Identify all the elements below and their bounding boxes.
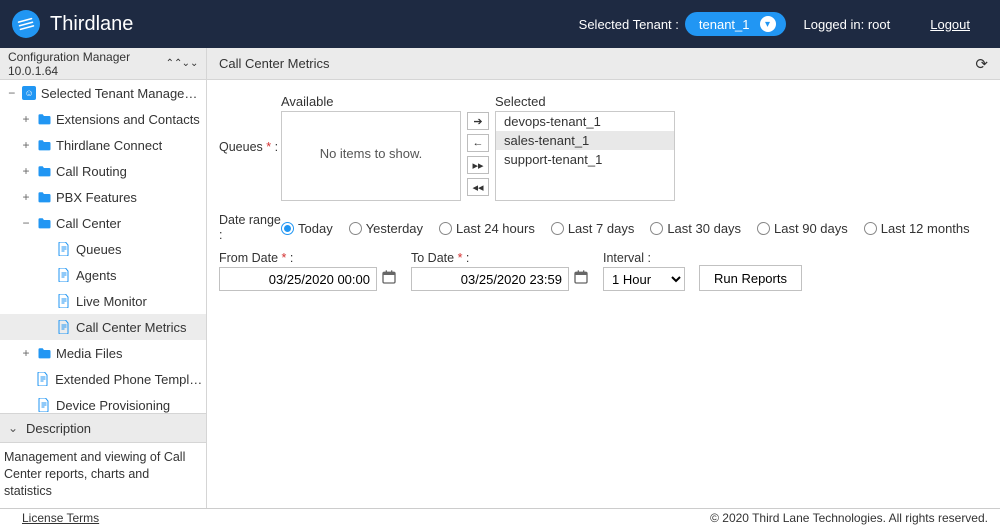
radio-icon bbox=[551, 222, 564, 235]
config-header: Configuration Manager 10.0.1.64 ⌃⌃ ⌄⌄ bbox=[0, 48, 206, 80]
sidebar-item[interactable]: +Extensions and Contacts bbox=[0, 106, 206, 132]
radio-icon bbox=[281, 222, 294, 235]
from-date-label: From Date * : bbox=[219, 251, 397, 265]
file-icon bbox=[56, 267, 72, 283]
run-reports-button[interactable]: Run Reports bbox=[699, 265, 802, 291]
sidebar-item[interactable]: Live Monitor bbox=[0, 288, 206, 314]
folder-icon bbox=[36, 345, 52, 361]
sidebar: Configuration Manager 10.0.1.64 ⌃⌃ ⌄⌄ − … bbox=[0, 48, 207, 508]
available-empty-text: No items to show. bbox=[282, 112, 460, 161]
to-date-label: To Date * : bbox=[411, 251, 589, 265]
sidebar-item[interactable]: +Thirdlane Connect bbox=[0, 132, 206, 158]
date-range-radio-group: Today Yesterday Last 24 hours Last 7 days La… bbox=[281, 221, 970, 236]
sidebar-item[interactable]: +PBX Features bbox=[0, 184, 206, 210]
date-range-label: Date range : bbox=[219, 213, 281, 243]
sidebar-item[interactable]: +Call Routing bbox=[0, 158, 206, 184]
radio-icon bbox=[864, 222, 877, 235]
top-header: Thirdlane Selected Tenant : tenant_1 ▾ L… bbox=[0, 0, 1000, 48]
selected-listbox[interactable]: devops-tenant_1sales-tenant_1support-ten… bbox=[495, 111, 675, 201]
date-range-radio[interactable]: Last 90 days bbox=[757, 221, 848, 236]
to-date-input[interactable] bbox=[411, 267, 569, 291]
radio-icon bbox=[650, 222, 663, 235]
content-area: Call Center Metrics ⟳ Queues * : Availab… bbox=[207, 48, 1000, 508]
sidebar-item[interactable]: Extended Phone Templat... bbox=[0, 366, 206, 392]
logo-icon bbox=[12, 10, 40, 38]
file-icon bbox=[56, 293, 72, 309]
folder-icon bbox=[36, 215, 52, 231]
file-icon bbox=[56, 319, 72, 335]
calendar-icon[interactable] bbox=[573, 269, 589, 289]
file-icon bbox=[56, 241, 72, 257]
radio-icon bbox=[439, 222, 452, 235]
sidebar-item[interactable]: Device Provisioning bbox=[0, 392, 206, 413]
description-title: Description bbox=[26, 421, 91, 436]
tenant-selector[interactable]: tenant_1 ▾ bbox=[685, 12, 786, 36]
sidebar-item[interactable]: Queues bbox=[0, 236, 206, 262]
radio-icon bbox=[757, 222, 770, 235]
move-all-right-button[interactable]: ▸▸ bbox=[467, 156, 489, 174]
sidebar-item[interactable]: Call Center Metrics bbox=[0, 314, 206, 340]
license-terms-link[interactable]: License Terms bbox=[22, 511, 99, 525]
nav-tree: − ☺ Selected Tenant Management +Extensio… bbox=[0, 80, 206, 413]
description-body: Management and viewing of Call Center re… bbox=[0, 443, 206, 508]
config-title: Configuration Manager 10.0.1.64 bbox=[8, 50, 166, 78]
person-icon: ☺ bbox=[22, 86, 36, 100]
date-range-radio[interactable]: Yesterday bbox=[349, 221, 423, 236]
sidebar-item[interactable]: +Media Files bbox=[0, 340, 206, 366]
from-date-input[interactable] bbox=[219, 267, 377, 291]
sidebar-item[interactable]: −Call Center bbox=[0, 210, 206, 236]
file-icon bbox=[36, 397, 52, 413]
calendar-icon[interactable] bbox=[381, 269, 397, 289]
folder-icon bbox=[36, 137, 52, 153]
list-item[interactable]: support-tenant_1 bbox=[496, 150, 674, 169]
queues-label: Queues * : bbox=[219, 94, 281, 154]
list-item[interactable]: sales-tenant_1 bbox=[496, 131, 674, 150]
move-right-button[interactable]: ➔ bbox=[467, 112, 489, 130]
logged-in-text: Logged in: root bbox=[804, 17, 891, 32]
logout-link[interactable]: Logout bbox=[930, 17, 970, 32]
copyright-text: © 2020 Third Lane Technologies. All righ… bbox=[710, 511, 988, 525]
folder-icon bbox=[36, 189, 52, 205]
folder-icon bbox=[36, 163, 52, 179]
footer: License Terms © 2020 Third Lane Technolo… bbox=[0, 508, 1000, 526]
interval-label: Interval : bbox=[603, 251, 685, 265]
move-left-button[interactable]: ← bbox=[467, 134, 489, 152]
brand-title: Thirdlane bbox=[50, 13, 133, 36]
page-title: Call Center Metrics bbox=[219, 56, 975, 71]
date-range-radio[interactable]: Last 24 hours bbox=[439, 221, 535, 236]
move-all-left-button[interactable]: ◂◂ bbox=[467, 178, 489, 196]
available-header: Available bbox=[281, 94, 461, 109]
list-item[interactable]: devops-tenant_1 bbox=[496, 112, 674, 131]
tree-root[interactable]: − ☺ Selected Tenant Management bbox=[0, 80, 206, 106]
folder-icon bbox=[36, 111, 52, 127]
chevron-down-icon: ▾ bbox=[760, 16, 776, 32]
description-header[interactable]: ⌄ Description bbox=[0, 413, 206, 443]
expand-all-icon[interactable]: ⌄⌄ bbox=[182, 56, 198, 72]
refresh-icon[interactable]: ⟳ bbox=[975, 55, 988, 73]
collapse-all-icon[interactable]: ⌃⌃ bbox=[166, 56, 182, 72]
date-range-radio[interactable]: Last 30 days bbox=[650, 221, 741, 236]
selected-header: Selected bbox=[495, 94, 675, 109]
sidebar-item[interactable]: Agents bbox=[0, 262, 206, 288]
interval-select[interactable]: 1 Hour bbox=[603, 267, 685, 291]
radio-icon bbox=[349, 222, 362, 235]
date-range-radio[interactable]: Last 12 months bbox=[864, 221, 970, 236]
date-range-radio[interactable]: Today bbox=[281, 221, 333, 236]
chevron-down-icon: ⌄ bbox=[8, 421, 26, 435]
tenant-value: tenant_1 bbox=[699, 17, 750, 32]
available-listbox[interactable]: No items to show. bbox=[281, 111, 461, 201]
tenant-label: Selected Tenant : bbox=[579, 17, 679, 32]
date-range-radio[interactable]: Last 7 days bbox=[551, 221, 635, 236]
content-header: Call Center Metrics ⟳ bbox=[207, 48, 1000, 80]
file-icon bbox=[36, 371, 51, 387]
